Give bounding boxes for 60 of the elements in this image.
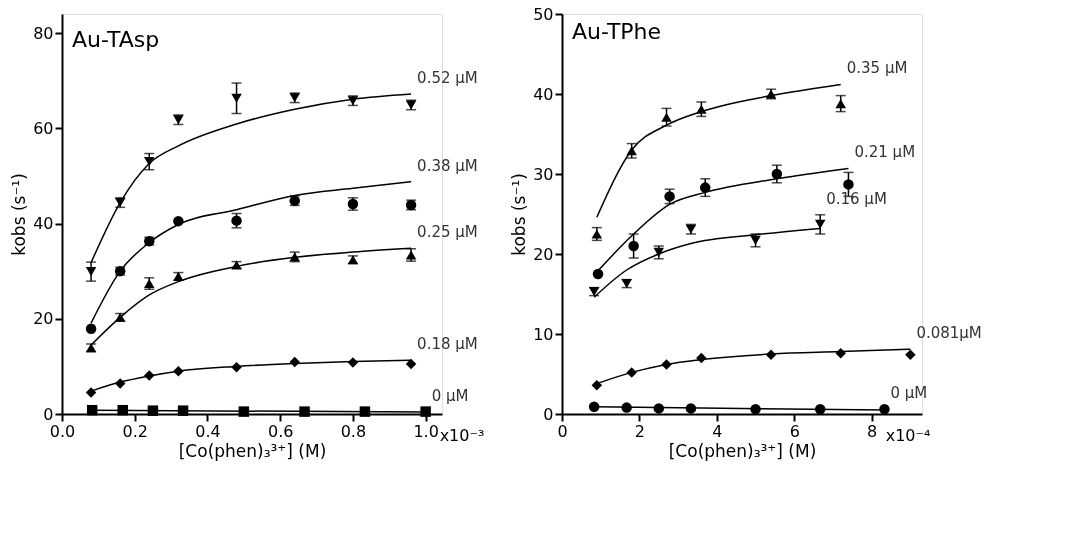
- y-tick-label: 0: [543, 404, 554, 424]
- point: [699, 182, 711, 193]
- series-label: 0.21 μM: [854, 143, 916, 162]
- text: x10⁻⁴: [885, 426, 931, 445]
- point: [628, 240, 639, 252]
- text: x10⁻³: [439, 426, 485, 445]
- point: [905, 349, 916, 361]
- point: [85, 323, 97, 334]
- y-tick-label: 10: [533, 324, 554, 344]
- series-label: 0.18 μM: [417, 335, 478, 354]
- x-tick-label: 4: [712, 421, 723, 441]
- x-tick-label: 6: [789, 421, 800, 441]
- x-tick-label: 8: [867, 421, 878, 441]
- point: [405, 358, 417, 370]
- x-axis-title: [Co(phen)₃³⁺] (M): [668, 440, 817, 461]
- chart-title: Au-TPhe: [572, 19, 662, 44]
- series-label: 0.38 μM: [417, 156, 478, 175]
- point: [231, 362, 242, 373]
- y-tick-label: 40: [33, 214, 54, 234]
- x-tick-label: 0: [557, 421, 568, 441]
- point: [771, 168, 783, 180]
- x-tick-label: 0.2: [122, 421, 148, 441]
- x-tick-label: 0.8: [340, 421, 367, 441]
- y-tick-label: 80: [33, 23, 54, 43]
- series-label: 0 μM: [890, 384, 928, 403]
- text: Au-TAsp: [72, 27, 160, 52]
- point: [591, 379, 603, 391]
- point: [231, 93, 242, 103]
- point: [835, 99, 846, 109]
- point: [814, 219, 826, 229]
- point: [85, 267, 97, 277]
- point: [843, 179, 854, 190]
- series-label: 0.25 μM: [417, 223, 478, 242]
- x-tick-label: 1.0: [413, 421, 439, 441]
- point: [661, 112, 672, 122]
- y-tick-label: 50: [533, 4, 554, 24]
- point: [177, 405, 189, 416]
- y-tick-label: 20: [33, 309, 54, 329]
- point: [147, 405, 159, 416]
- x-tick-label: 0.4: [195, 421, 221, 441]
- y-axis-title: kobs (s⁻¹): [509, 173, 530, 256]
- x-tick-label: 2: [634, 421, 646, 441]
- x-tick-label: 0.6: [267, 421, 294, 441]
- x-tick-label: 0.0: [49, 421, 76, 441]
- point: [592, 268, 604, 280]
- x-axis-title: [Co(phen)₃³⁺] (M): [178, 440, 327, 461]
- y-tick-label: 20: [533, 244, 554, 264]
- point: [117, 404, 128, 416]
- series-label: 0.35 μM: [846, 59, 908, 78]
- y-tick-label: 40: [533, 84, 554, 104]
- y-tick-label: 30: [533, 164, 554, 184]
- series-label: 0 μM: [431, 386, 469, 405]
- series-label: 0.081μM: [916, 324, 982, 343]
- y-axis-title: kobs (s⁻¹): [9, 173, 30, 256]
- series-label: 0.16 μM: [826, 189, 887, 208]
- y-tick-label: 0: [43, 404, 54, 424]
- y-tick-label: 60: [33, 118, 54, 138]
- point: [420, 406, 431, 417]
- series-label: 0.52 μM: [417, 69, 478, 87]
- point: [299, 406, 310, 417]
